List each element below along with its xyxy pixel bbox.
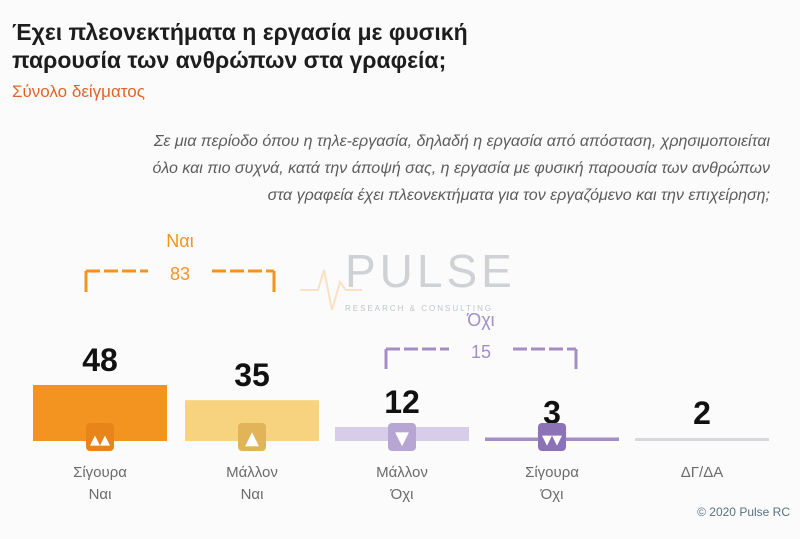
- bar-5: [635, 438, 769, 441]
- title-line-2: παρουσία των ανθρώπων στα γραφεία;: [12, 47, 447, 73]
- category-label-1-line-2: Ναι: [89, 486, 112, 503]
- category-label-4-line-2: Όχι: [540, 486, 564, 503]
- category-label-3-line-2: Όχι: [390, 486, 414, 503]
- group-yes-value: 83: [170, 264, 190, 284]
- title-line-1: Έχει πλεονεκτήματα η εργασία με φυσική: [12, 19, 468, 45]
- value-label-1: 48: [82, 342, 118, 378]
- question-line-3: στα γραφεία έχει πλεονεκτήματα για τον ε…: [267, 187, 770, 204]
- svg-text:▼▼: ▼▼: [542, 433, 562, 448]
- category-label-3-line-1: Μάλλον: [376, 464, 428, 481]
- watermark-pulse-line: [300, 269, 362, 311]
- thumbs-up-icon: ▲: [238, 423, 266, 451]
- thumbs-down-icon: ▼: [388, 423, 416, 451]
- value-label-5: 2: [693, 395, 711, 431]
- chart-title: Έχει πλεονεκτήματα η εργασία με φυσική π…: [12, 18, 468, 74]
- svg-text:▲▲: ▲▲: [90, 433, 110, 448]
- question-line-2: όλο και πιο συχνά, κατά την άποψή σας, η…: [152, 160, 770, 177]
- double-thumbs-down-icon: ▼▼: [538, 423, 566, 451]
- survey-question: Σε μια περίοδο όπου η τηλε-εργασία, δηλα…: [50, 128, 770, 209]
- svg-text:▼: ▼: [395, 428, 409, 449]
- category-label-5-line-1: ΔΓ/ΔΑ: [681, 464, 723, 481]
- value-label-2: 35: [234, 357, 270, 393]
- watermark-logo-subtext: RESEARCH & CONSULTING: [345, 304, 494, 313]
- group-no-label: Όχι: [466, 310, 494, 330]
- value-label-3: 12: [384, 384, 420, 420]
- group-yes-label: Ναι: [166, 231, 193, 251]
- question-line-1: Σε μια περίοδο όπου η τηλε-εργασία, δηλα…: [153, 133, 770, 150]
- group-no-value: 15: [471, 342, 491, 362]
- chart-subtitle: Σύνολο δείγματος: [12, 82, 145, 101]
- watermark-logo-text: PULSE: [345, 245, 516, 297]
- value-label-4: 3: [543, 395, 561, 431]
- category-label-4-line-1: Σίγουρα: [525, 464, 579, 481]
- svg-text:▲: ▲: [245, 428, 259, 449]
- category-label-2-line-1: Μάλλον: [226, 464, 278, 481]
- double-thumbs-up-icon: ▲▲: [86, 423, 114, 451]
- copyright-notice: © 2020 Pulse RC: [697, 505, 790, 519]
- category-label-2-line-2: Ναι: [241, 486, 264, 503]
- category-label-1-line-1: Σίγουρα: [73, 464, 127, 481]
